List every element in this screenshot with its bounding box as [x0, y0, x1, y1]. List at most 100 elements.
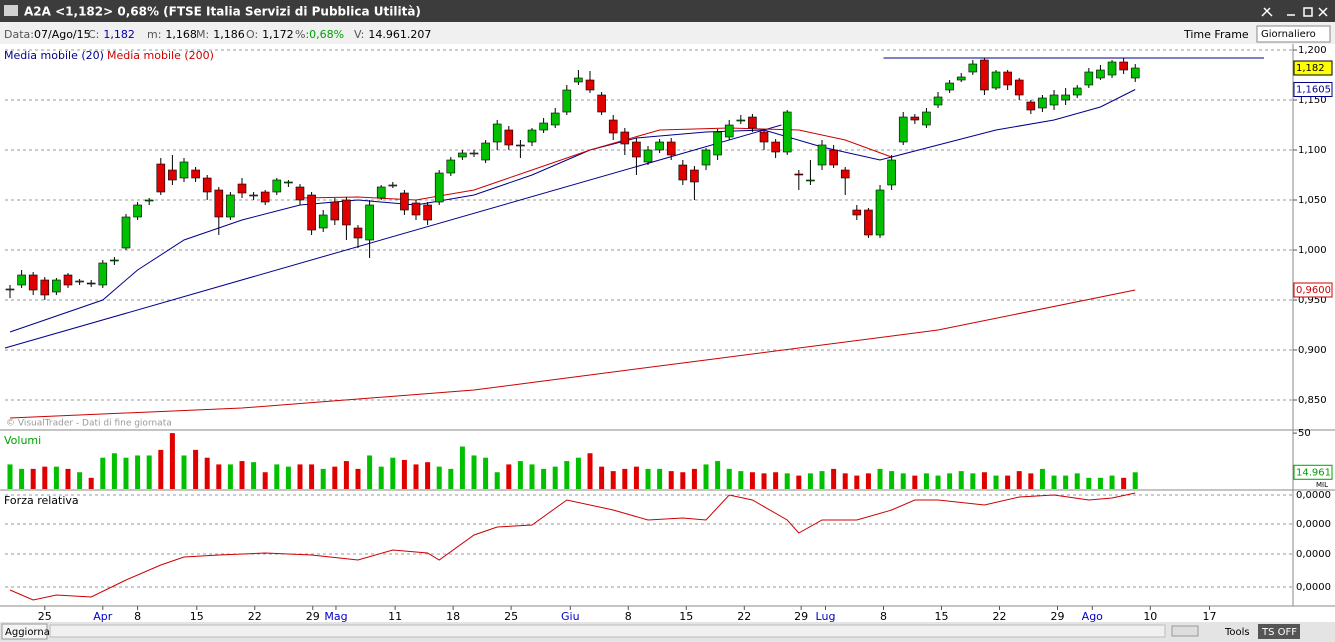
volume-bar — [378, 466, 384, 489]
candle-body — [1038, 97, 1047, 109]
y-tick-label: 0,0000 — [1296, 519, 1331, 530]
x-tick-label: 15 — [935, 610, 949, 623]
candle-body — [318, 214, 328, 229]
volume-bar — [773, 472, 779, 489]
volume-bar — [413, 464, 419, 489]
x-tick-label: 25 — [504, 610, 518, 623]
volume-bar — [564, 461, 570, 489]
maximize-button[interactable] — [1303, 7, 1313, 17]
volume-bar — [552, 466, 558, 489]
ts-label[interactable]: TS OFF — [1261, 627, 1297, 638]
candle-body — [655, 141, 664, 151]
volume-bar — [947, 473, 953, 489]
refresh-label[interactable]: Aggiorna — [5, 627, 50, 638]
candle-body — [550, 112, 560, 126]
volume-bar — [1016, 471, 1022, 489]
relative-strength-line — [9, 492, 1136, 601]
info-value: 1,172 — [262, 28, 294, 41]
candle-body — [1026, 101, 1036, 111]
volume-bar — [436, 466, 442, 489]
volume-bar — [7, 464, 13, 489]
candle-body — [5, 288, 15, 291]
tool-button[interactable] — [1261, 7, 1273, 17]
y-tick-label: 0,0000 — [1296, 549, 1331, 560]
y-tick-label: 1,050 — [1298, 195, 1327, 206]
price-tag-label: 1,182 — [1296, 63, 1325, 74]
candle-body — [1061, 94, 1070, 101]
candle-body — [898, 116, 908, 143]
volume-bar — [645, 468, 651, 489]
candle-body — [829, 149, 838, 166]
volume-bar — [831, 468, 837, 489]
candle-body — [272, 179, 282, 193]
y-tick-label: 1,150 — [1298, 95, 1327, 106]
scrollbar[interactable] — [49, 624, 1166, 638]
volume-bar — [993, 475, 999, 489]
candle-body — [434, 172, 444, 203]
scroll-thumb[interactable] — [1171, 625, 1199, 637]
x-tick-label: 22 — [993, 610, 1007, 623]
y-tick-label: 50 — [1298, 428, 1311, 439]
volume-bar — [541, 468, 547, 489]
tools-label[interactable]: Tools — [1224, 627, 1250, 638]
x-tick-label: Giu — [561, 610, 580, 623]
volume-bar — [1109, 475, 1115, 489]
volume-bar — [262, 472, 268, 489]
candle-body — [794, 173, 804, 176]
volume-bar — [227, 464, 233, 489]
legend-entry: Media mobile (200) — [107, 49, 214, 62]
volume-bar — [274, 464, 280, 489]
candle-body — [249, 194, 258, 197]
x-tick-label: 8 — [880, 610, 887, 623]
time-frame-select[interactable] — [1256, 25, 1331, 43]
refresh-button[interactable] — [1, 623, 48, 640]
candle-body — [423, 204, 432, 221]
volume-bar — [494, 472, 500, 489]
candle-body — [748, 116, 757, 129]
panel-title: Forza relativa — [4, 494, 79, 507]
candle-body — [933, 96, 943, 106]
legend-entry: Media mobile (20) — [4, 49, 104, 62]
candle-body — [63, 274, 73, 286]
candle-body — [121, 216, 131, 249]
volume-bar — [204, 457, 210, 489]
candle-body — [574, 77, 583, 83]
moving-average — [9, 289, 1136, 419]
x-tick-label: 10 — [1143, 610, 1157, 623]
candle-body — [388, 184, 398, 187]
volume-bar — [1051, 475, 1057, 489]
candle-body — [666, 141, 676, 156]
candle-body — [1084, 71, 1094, 86]
close-button[interactable] — [1318, 7, 1328, 17]
y-tick-label: 1,000 — [1298, 245, 1327, 256]
time-frame-value[interactable]: Giornaliero — [1261, 29, 1316, 40]
volume-bar — [575, 457, 581, 489]
candle-body — [75, 280, 84, 283]
window-icon — [4, 5, 18, 16]
candle-body — [202, 177, 212, 193]
candle-body — [1014, 79, 1024, 96]
volume-bar — [355, 468, 361, 489]
candle-body — [28, 274, 38, 291]
window-controls[interactable] — [1261, 7, 1328, 17]
volume-bar — [1039, 468, 1045, 489]
volume-bar — [169, 433, 175, 489]
volume-bar — [1086, 477, 1092, 489]
volume-bar — [506, 464, 512, 489]
candle-body — [1096, 69, 1105, 79]
volume-bar — [19, 468, 25, 489]
info-value: 14.961.207 — [368, 28, 431, 41]
volume-bar — [401, 459, 407, 489]
ts-button[interactable] — [1258, 624, 1300, 639]
candle-body — [539, 122, 548, 131]
time-frame-label: Time Frame — [1183, 28, 1249, 41]
volume-bar — [796, 475, 802, 489]
info-label: %: — [295, 28, 309, 41]
volume-bar — [877, 468, 883, 489]
volume-bar — [703, 464, 709, 489]
volume-bar — [239, 461, 245, 489]
x-tick-label: Ago — [1082, 610, 1104, 623]
window-title: A2A <1,182> 0,68% (FTSE Italia Servizi d… — [24, 5, 421, 19]
volume-bar — [216, 464, 222, 489]
